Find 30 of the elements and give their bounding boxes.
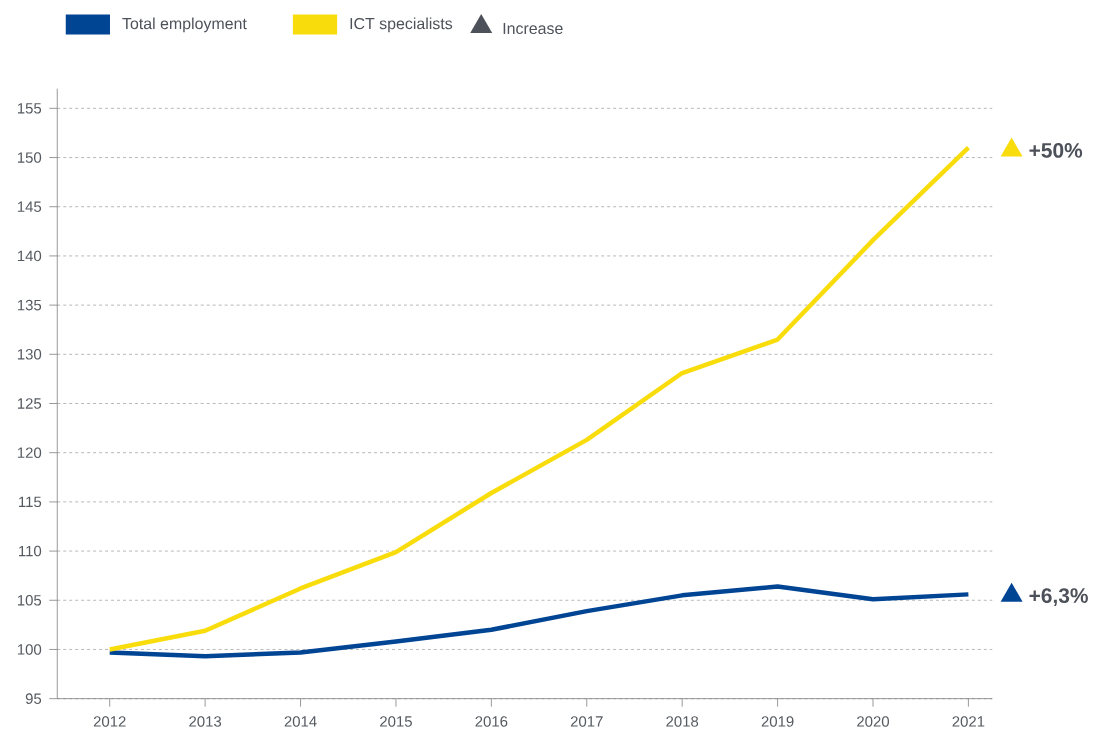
y-tick-label: 110 (19, 545, 42, 557)
text: +50% (1029, 142, 1083, 158)
y-tick-label: 115 (19, 496, 42, 508)
text: Increase (503, 22, 563, 35)
y-tick-label: 120 (17, 447, 42, 458)
x-tick-label: 2018 (666, 716, 699, 727)
x-tick-label: 2012 (93, 716, 126, 727)
y-tick-label: 150 (17, 152, 42, 163)
x-tick-label: 2020 (857, 716, 890, 727)
y-tick-label: 100 (17, 644, 42, 655)
y-tick-label: 155 (17, 103, 42, 114)
x-tick-label: 2014 (284, 716, 317, 727)
x-tick-label: 2016 (475, 716, 508, 727)
x-tick-label: 2017 (570, 716, 603, 727)
line-series (107, 145, 971, 652)
x-tick-label: 2019 (761, 716, 794, 727)
text: +6,3% (1029, 588, 1088, 606)
line-series (107, 584, 971, 659)
y-tick-label: 105 (17, 594, 42, 606)
y-tick-label: 95 (25, 693, 42, 704)
y-tick-label: 140 (17, 250, 42, 262)
x-tick-label: 2013 (189, 716, 222, 727)
legend-label: ICT specialists (350, 17, 453, 33)
y-tick-label: 130 (17, 349, 42, 360)
x-tick-label: 2015 (380, 716, 412, 727)
y-tick-label: 125 (17, 398, 42, 409)
legend-label: Total employment (122, 17, 247, 33)
y-tick-label: 135 (17, 299, 42, 311)
y-tick-label: 145 (17, 201, 42, 212)
x-tick-label: 2021 (952, 716, 985, 727)
